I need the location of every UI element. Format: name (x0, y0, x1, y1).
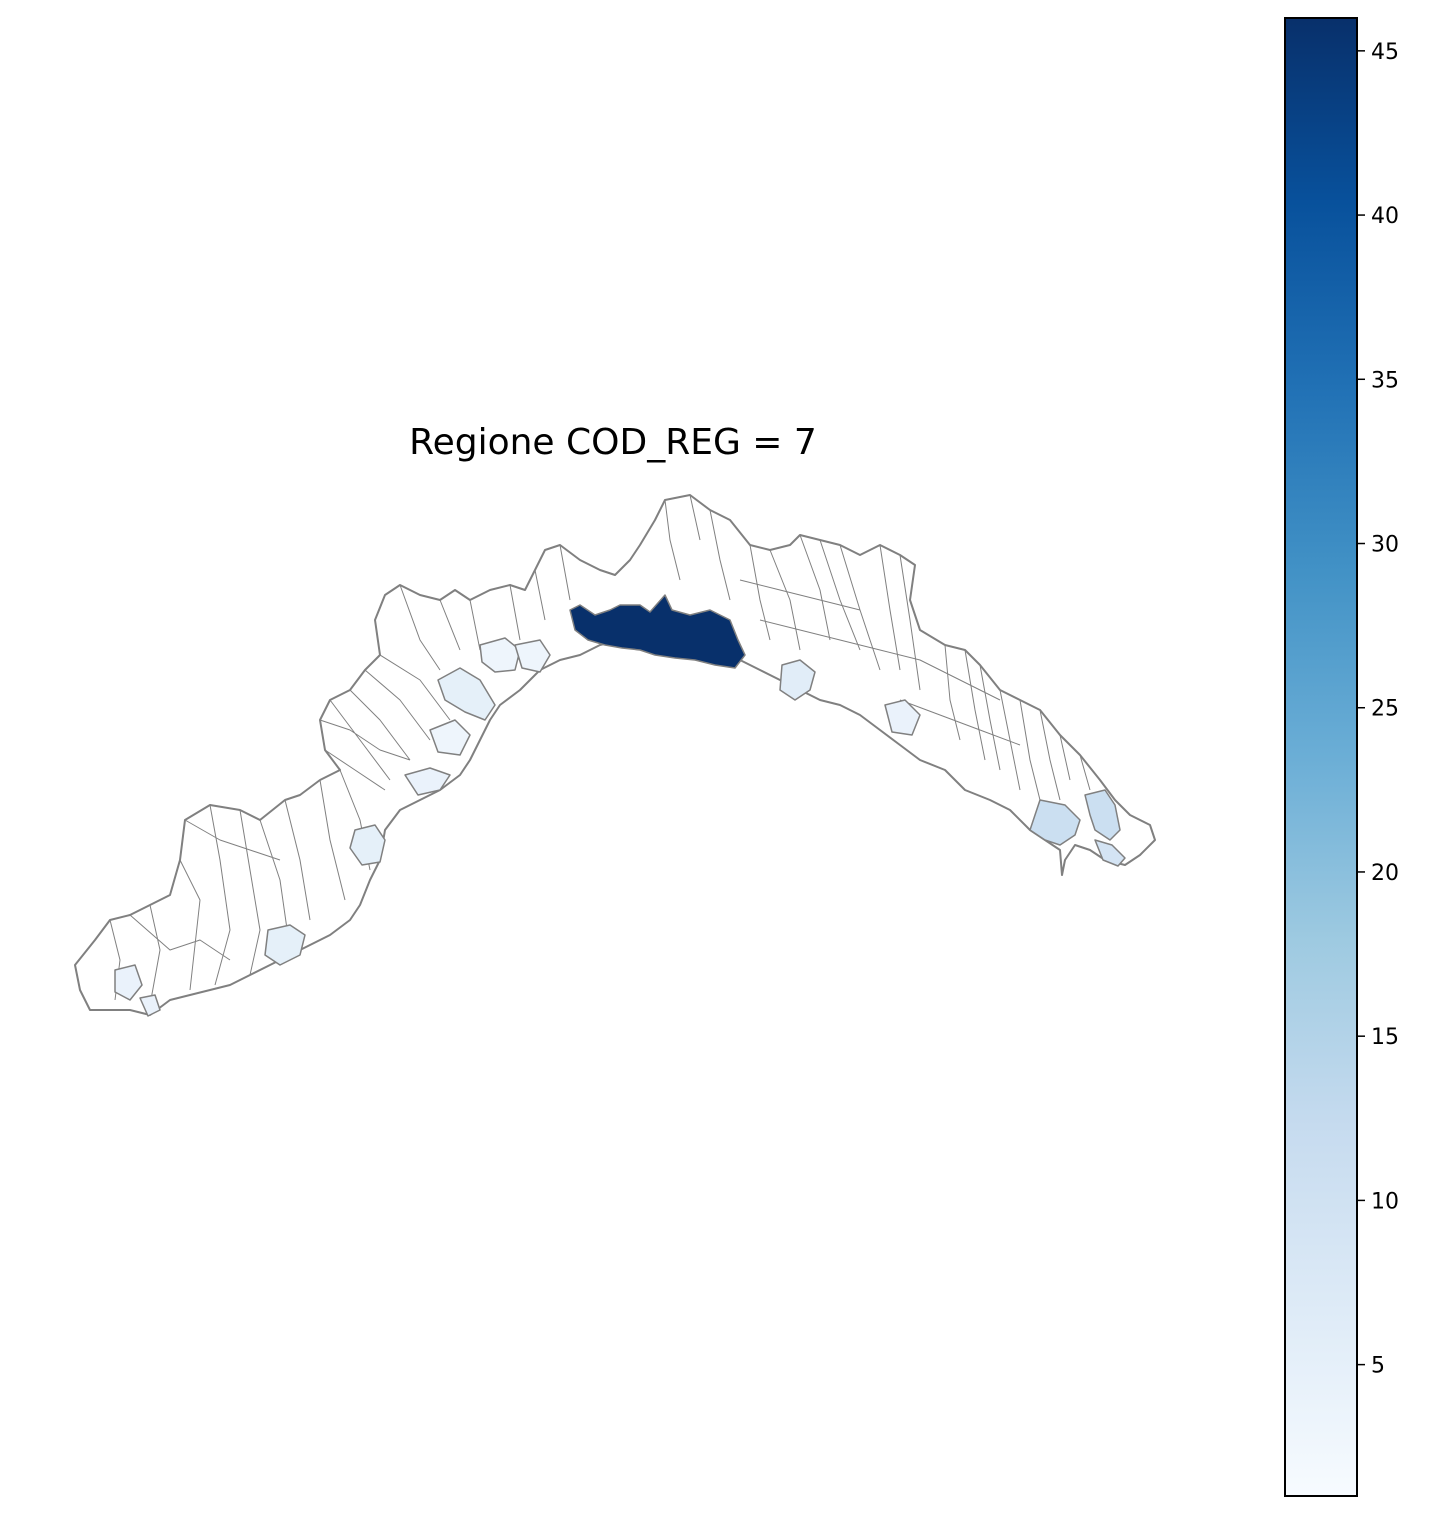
colorbar-tick-label: 25 (1371, 697, 1399, 722)
colorbar-tick-label: 10 (1371, 1189, 1399, 1214)
liguria-map (74, 494, 1156, 1017)
municipality-arenzano-area (514, 639, 551, 673)
map-title: Regione COD_REG = 7 (409, 422, 817, 463)
municipality-varazze-area (479, 637, 521, 673)
municipality-ventimiglia-area (114, 964, 161, 1017)
colorbar-tick-label: 35 (1371, 368, 1399, 393)
colorbar-gradient (1284, 17, 1358, 1497)
municipality-boundaries (74, 494, 1156, 1016)
municipality-la-spezia-area (1029, 789, 1121, 846)
colorbar-tick-label: 20 (1371, 861, 1399, 886)
municipality-lines-west (109, 544, 571, 1006)
municipality-albenga-area (404, 767, 451, 796)
colorbar-ticks: 5 10 15 20 25 30 35 40 45 (1357, 40, 1399, 1379)
colorbar-tick-label: 40 (1371, 204, 1399, 229)
colored-municipalities (114, 594, 1126, 1017)
colorbar-tick-label: 5 (1371, 1354, 1385, 1379)
municipality-levanto-area (1094, 839, 1126, 867)
municipality-finale-area (429, 719, 471, 756)
municipality-imperia-area (349, 824, 386, 866)
colorbar: 5 10 15 20 25 30 35 40 45 (1284, 17, 1399, 1497)
municipality-rapallo-area (779, 659, 816, 701)
municipality-savona-area (437, 667, 496, 721)
municipality-genova (569, 594, 746, 669)
municipality-chiavari-area (884, 699, 921, 736)
municipality-sanremo-area (264, 924, 306, 966)
region-outline (74, 494, 1156, 1016)
colorbar-tick-label: 30 (1371, 533, 1399, 558)
municipality-lines-east (664, 494, 1091, 801)
colorbar-tick-label: 45 (1371, 40, 1399, 65)
colorbar-tick-label: 15 (1371, 1025, 1399, 1050)
